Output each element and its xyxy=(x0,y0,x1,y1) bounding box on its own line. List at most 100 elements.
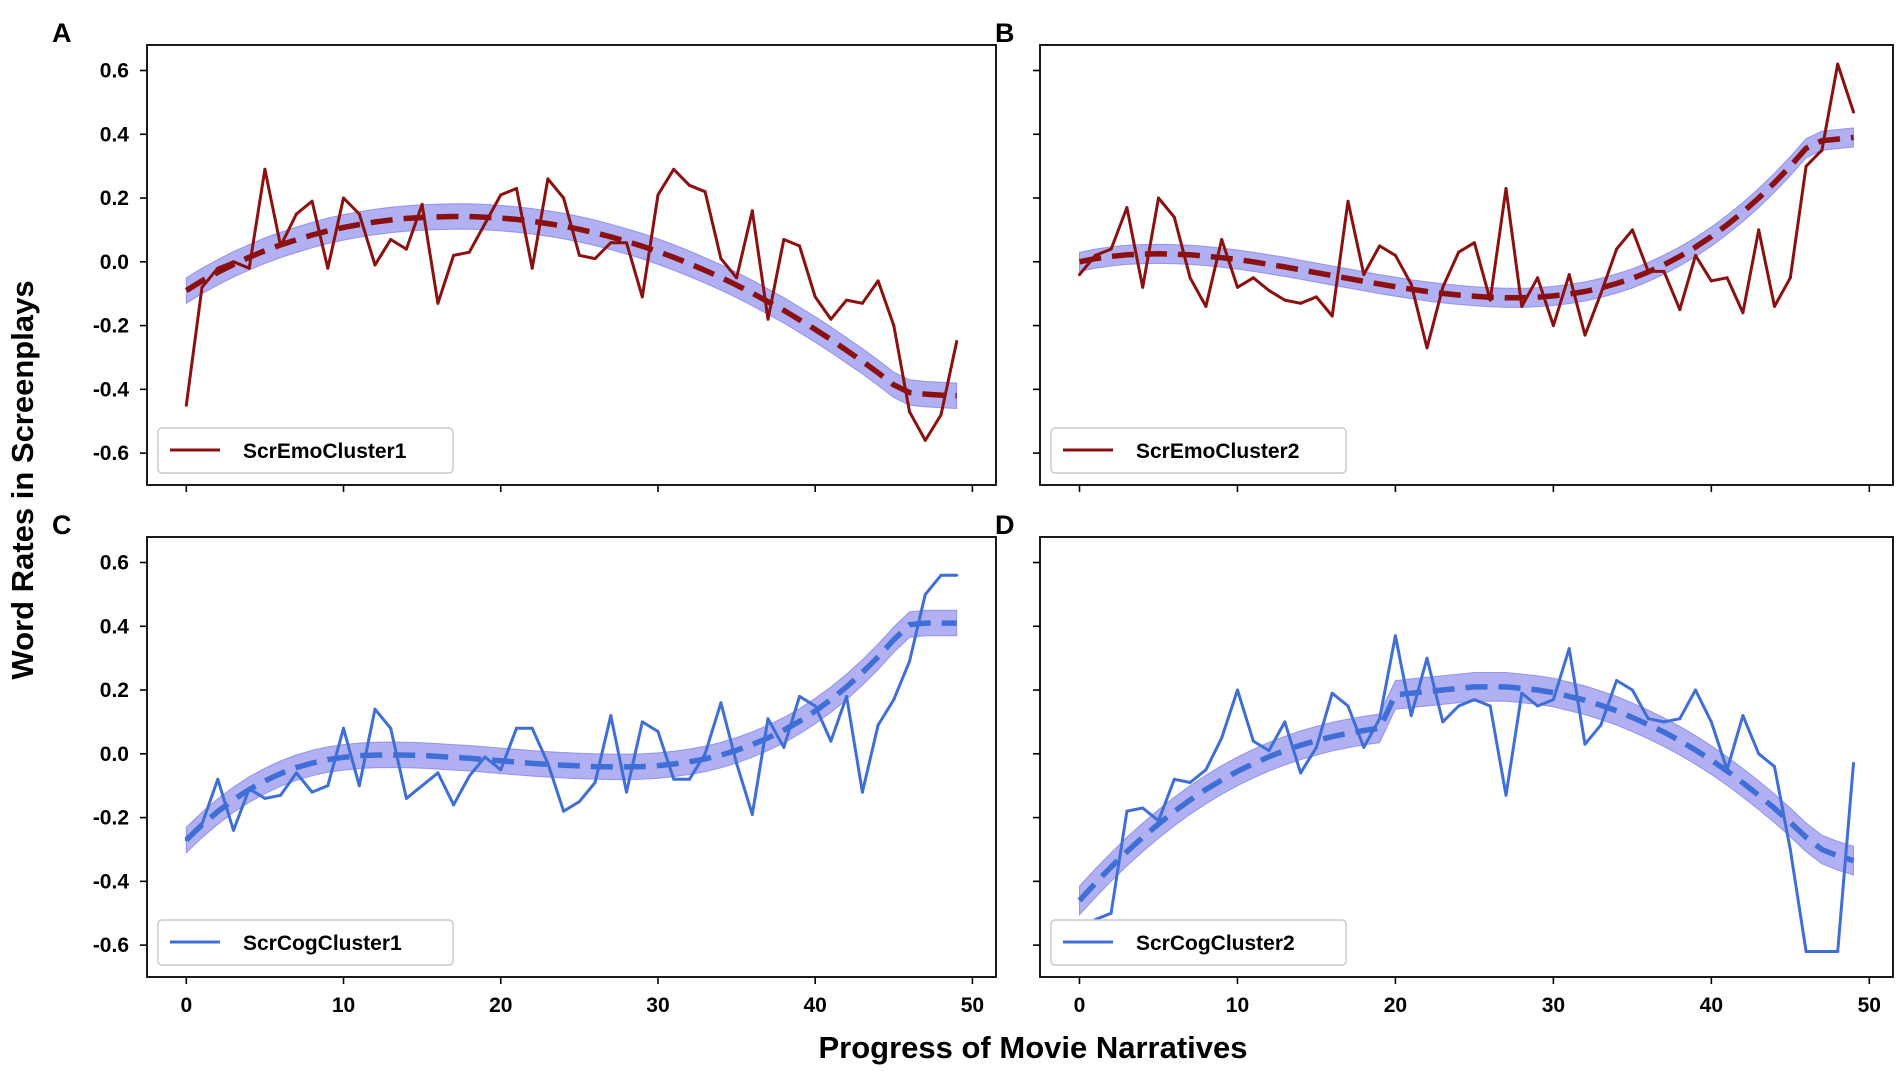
panel-c-data-point xyxy=(499,768,503,772)
panel-a-y-tick-label: -0.6 xyxy=(93,442,129,465)
panel-d-data-point xyxy=(1630,688,1634,692)
panel-d-x-tick-label: 20 xyxy=(1384,994,1407,1017)
panel-a-data-point xyxy=(735,276,739,280)
panel-c-frame xyxy=(146,536,997,978)
panel-c-confidence-band xyxy=(185,609,958,854)
panel-c-data-point xyxy=(766,717,770,721)
panel-d-letter: D xyxy=(995,510,1015,540)
panel-b-data-point xyxy=(1283,298,1287,302)
panel-c-data-point xyxy=(546,761,550,765)
panel-d-legend-label: ScrCogCluster2 xyxy=(1136,932,1295,955)
panel-d-data-point xyxy=(1362,745,1366,749)
panel-b-legend: ScrEmoCluster2 xyxy=(1050,427,1347,474)
panel-d-data-point xyxy=(1488,704,1492,708)
panel-d-data-point xyxy=(1615,679,1619,682)
panel-a-data-point xyxy=(656,193,660,197)
panel-c-data-point xyxy=(829,739,833,743)
panel-b-data-point xyxy=(1125,206,1129,210)
panel-a-data-point xyxy=(404,247,408,251)
panel-b-data-point xyxy=(1757,228,1761,232)
panel-a-data-point xyxy=(562,196,566,200)
panel-a-data-point xyxy=(939,413,943,417)
panel-a-data-point xyxy=(452,253,456,257)
panel-d-data-point xyxy=(1457,704,1461,708)
panel-d-data-point xyxy=(1267,749,1271,753)
panel-c-y-tick-label: -0.6 xyxy=(93,934,129,957)
panel-c-data-point xyxy=(892,698,896,702)
panel-b-data-point xyxy=(1615,247,1619,251)
panel-b-legend-box xyxy=(1050,427,1347,474)
panel-d-data-point xyxy=(1583,742,1587,746)
panel-b: B ScrEmoCluster2 xyxy=(995,18,1894,492)
panel-d-data-point xyxy=(1172,777,1176,781)
panel-c-y-tick-label: 0.4 xyxy=(100,615,130,638)
panel-b-data-point xyxy=(1583,333,1587,337)
panel-c-data-point xyxy=(294,771,298,775)
panel-a-data-point xyxy=(766,317,770,321)
panel-d-data-point xyxy=(1441,720,1445,724)
panel-a-legend-label: ScrEmoCluster1 xyxy=(243,440,407,463)
panel-c-y-tick-label: -0.4 xyxy=(93,870,130,893)
panel-c-data-point xyxy=(452,803,456,807)
panel-b-data-point xyxy=(1299,301,1303,305)
panel-b-data-point xyxy=(1204,304,1208,308)
panel-b-fit-line xyxy=(1078,134,1854,301)
panel-b-data-point xyxy=(1773,304,1776,308)
panel-b-data-point xyxy=(1251,276,1255,280)
panel-b-data-point xyxy=(1236,285,1239,289)
panel-d-confidence-band xyxy=(1079,672,1854,917)
panel-b-data-point xyxy=(1362,273,1366,277)
panel-d-data-point xyxy=(1599,723,1603,727)
panel-d-data-point xyxy=(1709,720,1713,724)
panel-d-x-tick-label: 50 xyxy=(1858,994,1881,1017)
panel-c-data-point xyxy=(609,714,613,718)
panel-d-data-point xyxy=(1567,647,1571,651)
panel-d-data-point xyxy=(1472,698,1476,702)
panel-a-y-tick-label: -0.4 xyxy=(93,378,130,401)
panel-b-data-point xyxy=(1741,311,1745,315)
panel-a-y-tick-label: 0.6 xyxy=(100,60,129,83)
panel-a-data-point xyxy=(247,266,251,270)
panel-a-data-point xyxy=(719,257,723,261)
panel-c-data-point xyxy=(515,726,518,730)
panel-a-y-tick-label: 0.0 xyxy=(100,251,129,274)
panel-a-data-point xyxy=(703,190,707,194)
panel-a-data-point xyxy=(515,187,518,190)
panel-b-data-point xyxy=(1109,247,1113,251)
panel-c-series-line xyxy=(185,573,957,841)
panel-c-legend-box xyxy=(157,919,454,966)
panel-a-y-tick-label: -0.2 xyxy=(93,315,129,338)
panel-d-data-point xyxy=(1204,768,1208,772)
panel-d-data-point xyxy=(1662,720,1666,724)
panel-a-data-point xyxy=(813,295,817,299)
panel-b-series-line xyxy=(1078,62,1855,350)
panel-b-data-point xyxy=(1678,308,1682,312)
panel-b-data-point xyxy=(1852,110,1855,114)
panel-c-y-tick-label: 0.6 xyxy=(100,552,129,575)
panel-c-data-point xyxy=(923,592,927,596)
panel-c-data-point xyxy=(719,701,723,705)
panel-a-data-point xyxy=(357,212,361,216)
panel-c-fit-line xyxy=(184,620,957,842)
panel-a-data-point xyxy=(955,340,959,343)
panel-b-data-point xyxy=(1157,196,1160,200)
panel-b-letter: B xyxy=(995,18,1015,48)
panel-a-data-point xyxy=(672,167,676,171)
panel-a-y-tick-label: 0.4 xyxy=(100,123,130,146)
panel-b-data-point xyxy=(1330,314,1334,318)
panel-b-data-point xyxy=(1267,289,1271,292)
panel-c-data-point xyxy=(357,784,361,788)
panel-c-x-tick-label: 20 xyxy=(489,994,512,1017)
panel-d-data-point xyxy=(1820,950,1824,953)
y-axis-title: Word Rates in Screenplays xyxy=(5,280,40,679)
panel-c-data-point xyxy=(279,793,283,797)
panel-b-data-point xyxy=(1188,276,1192,280)
panel-c-data-point xyxy=(530,726,534,730)
panel-a-data-point xyxy=(436,301,440,305)
panel-d-data-point xyxy=(1804,950,1808,953)
panel-d-data-point xyxy=(1283,720,1287,724)
panel-a-data-point xyxy=(876,279,880,283)
panel-c: -0.6 -0.4 -0.2 0.0 0.2 0.4 0.6 0 10 20 30 40 50 C ScrC… xyxy=(52,510,997,1017)
panel-d-data-point xyxy=(1299,771,1303,775)
